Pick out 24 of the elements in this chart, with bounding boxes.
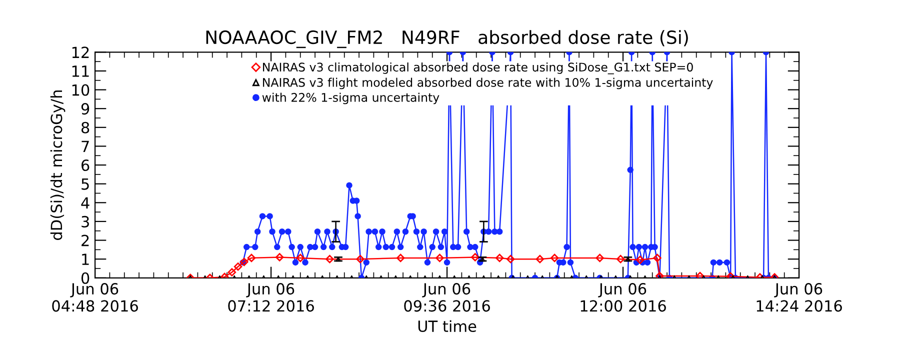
y-tick-label: 1 — [82, 254, 89, 265]
y-axis-title: dD(Si)/dt microGy/h — [50, 90, 66, 240]
y-tick-label: 12 — [72, 46, 89, 58]
x-tick-label: Jun 06 07:12 2016 — [228, 283, 314, 312]
y-tick-label: 7 — [82, 140, 89, 152]
y-tick-label: 11 — [72, 66, 89, 77]
y-tick-label: 5 — [82, 178, 89, 190]
legend-label: with 22% 1-sigma uncertainty — [262, 92, 440, 104]
y-tick-label: 4 — [81, 197, 90, 208]
y-tick-label: 6 — [82, 159, 90, 172]
x-axis-title: UT time — [418, 320, 476, 332]
y-tick-label: 0 — [81, 272, 90, 284]
legend-label: NAIRAS v3 flight modeled absorbed dose rate with 10% 1-sigma uncertainty — [263, 78, 713, 90]
x-tick-label: Jun 06 14:24 2016 — [756, 283, 842, 312]
y-tick-label: 8 — [81, 122, 90, 134]
y-tick-label: 3 — [82, 216, 89, 228]
y-tick-label: 9 — [81, 103, 90, 115]
x-tick-label: Jun 06 04:48 2016 — [52, 283, 138, 312]
x-tick-label: Jun 06 12:00 2016 — [580, 283, 666, 312]
legend-label: NAIRAS v3 climatological absorbed dose rate using SiDose_G1.txt SEP=0 — [263, 62, 693, 74]
x-tick-label: Jun 06 09:36 2016 — [404, 283, 490, 312]
chart-title: NOAAAOC_GIV_FM2 N49RF absorbed dose rate (Si) — [206, 30, 688, 48]
y-tick-label: 2 — [82, 234, 89, 246]
y-tick-label: 10 — [72, 84, 90, 96]
